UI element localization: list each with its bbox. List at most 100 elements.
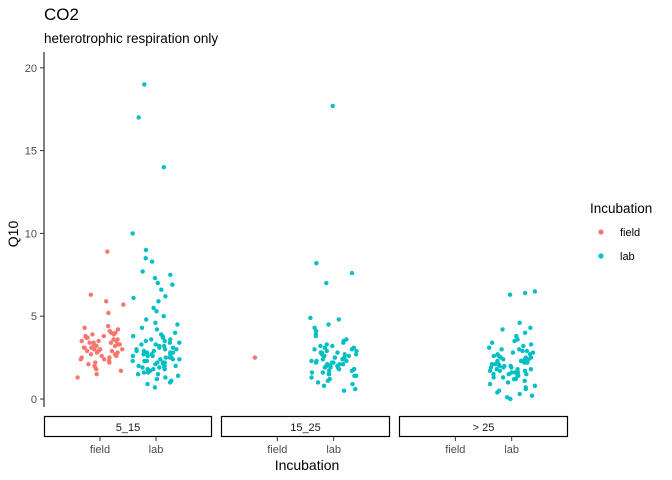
data-point-lab <box>167 340 172 345</box>
data-point-lab <box>161 165 166 170</box>
chart-subtitle: heterotrophic respiration only <box>44 31 218 46</box>
data-point-lab <box>524 372 529 377</box>
data-point-lab <box>163 294 168 299</box>
data-point-lab <box>341 340 346 345</box>
data-point-lab <box>130 358 135 364</box>
data-point-field <box>94 350 100 355</box>
data-point-lab <box>326 372 332 377</box>
data-point-lab <box>163 375 168 380</box>
x-tick-label: lab <box>504 444 519 456</box>
y-tick-label: 15 <box>25 146 37 158</box>
data-point-lab <box>487 368 493 373</box>
data-point-lab <box>330 343 335 349</box>
data-point-lab <box>135 372 141 377</box>
y-tick-label: 5 <box>31 311 37 323</box>
data-point-field <box>115 327 121 332</box>
data-point-lab <box>152 275 158 281</box>
facet-strip-label: 5_15 <box>116 422 140 434</box>
data-point-field <box>105 323 111 329</box>
data-point-lab <box>142 82 147 87</box>
data-point-lab <box>522 290 528 296</box>
data-point-lab <box>354 348 359 354</box>
data-point-lab <box>524 348 530 354</box>
data-point-lab <box>174 347 179 352</box>
data-point-lab <box>342 352 347 357</box>
legend-label-field: field <box>620 227 640 239</box>
data-point-field <box>92 347 97 352</box>
data-point-field <box>104 299 109 304</box>
data-point-lab <box>532 289 538 294</box>
data-point-field <box>88 292 94 297</box>
facet-strips: 5_15 15_25 > 25 <box>43 415 569 438</box>
data-point-lab <box>522 378 527 383</box>
y-tick-label: 10 <box>25 228 37 240</box>
data-point-lab <box>170 345 176 350</box>
data-point-lab <box>312 347 317 352</box>
data-point-lab <box>500 327 505 332</box>
data-point-field <box>75 375 80 380</box>
data-point-lab <box>154 376 160 382</box>
data-point-lab <box>353 386 358 392</box>
data-point-lab <box>522 368 528 373</box>
data-point-lab <box>526 357 531 362</box>
data-point-field <box>96 338 101 344</box>
data-point-lab <box>160 335 166 340</box>
data-point-lab <box>161 314 166 319</box>
data-point-lab <box>330 103 335 109</box>
data-point-lab <box>145 370 151 375</box>
data-point-lab <box>141 352 146 357</box>
data-point-lab <box>340 357 345 362</box>
data-point-field <box>120 347 125 352</box>
data-point-lab <box>130 353 136 359</box>
data-point-lab <box>136 363 141 369</box>
data-point-lab <box>528 367 534 372</box>
data-point-lab <box>528 342 534 347</box>
data-point-lab <box>532 383 538 388</box>
data-point-lab <box>335 350 340 355</box>
data-point-lab <box>512 370 518 375</box>
data-point-lab <box>515 370 521 375</box>
data-point-lab <box>489 362 495 367</box>
data-point-lab <box>153 362 158 367</box>
data-point-field <box>86 362 91 367</box>
data-point-field <box>93 360 98 365</box>
legend-title: Incubation <box>590 201 652 216</box>
legend-key-lab <box>598 253 604 259</box>
data-point-lab <box>321 353 326 359</box>
data-point-lab <box>353 352 359 357</box>
data-point-lab <box>320 357 326 362</box>
y-tick-label: 20 <box>25 63 37 75</box>
data-point-lab <box>309 358 314 364</box>
data-point-lab <box>508 396 513 402</box>
data-point-lab <box>157 345 162 350</box>
data-point-field <box>105 249 110 254</box>
facet-strip-label: > 25 <box>473 422 495 434</box>
data-point-field <box>252 355 258 360</box>
data-point-lab <box>130 231 135 236</box>
data-point-lab <box>336 367 342 372</box>
data-point-lab <box>313 333 319 339</box>
x-tick-label: lab <box>326 444 341 456</box>
data-point-lab <box>349 368 355 373</box>
data-point-field <box>102 357 107 362</box>
data-point-lab <box>157 365 162 370</box>
data-point-lab <box>491 372 496 377</box>
data-point-lab <box>320 370 325 375</box>
data-point-lab <box>143 338 148 344</box>
data-point-lab <box>517 391 522 397</box>
data-point-lab <box>529 393 535 398</box>
data-point-lab <box>173 363 178 369</box>
data-point-lab <box>326 368 332 373</box>
data-point-lab <box>143 256 148 261</box>
data-point-field <box>118 368 124 373</box>
x-tick-label: lab <box>149 444 164 456</box>
data-point-lab <box>328 365 333 370</box>
data-point-lab <box>487 345 492 350</box>
data-point-field <box>106 310 111 316</box>
data-point-field <box>114 338 119 344</box>
data-point-lab <box>527 352 533 357</box>
data-point-lab <box>516 347 522 352</box>
data-point-lab <box>313 360 319 365</box>
data-point-lab <box>140 365 145 370</box>
legend-label-lab: lab <box>620 251 635 263</box>
